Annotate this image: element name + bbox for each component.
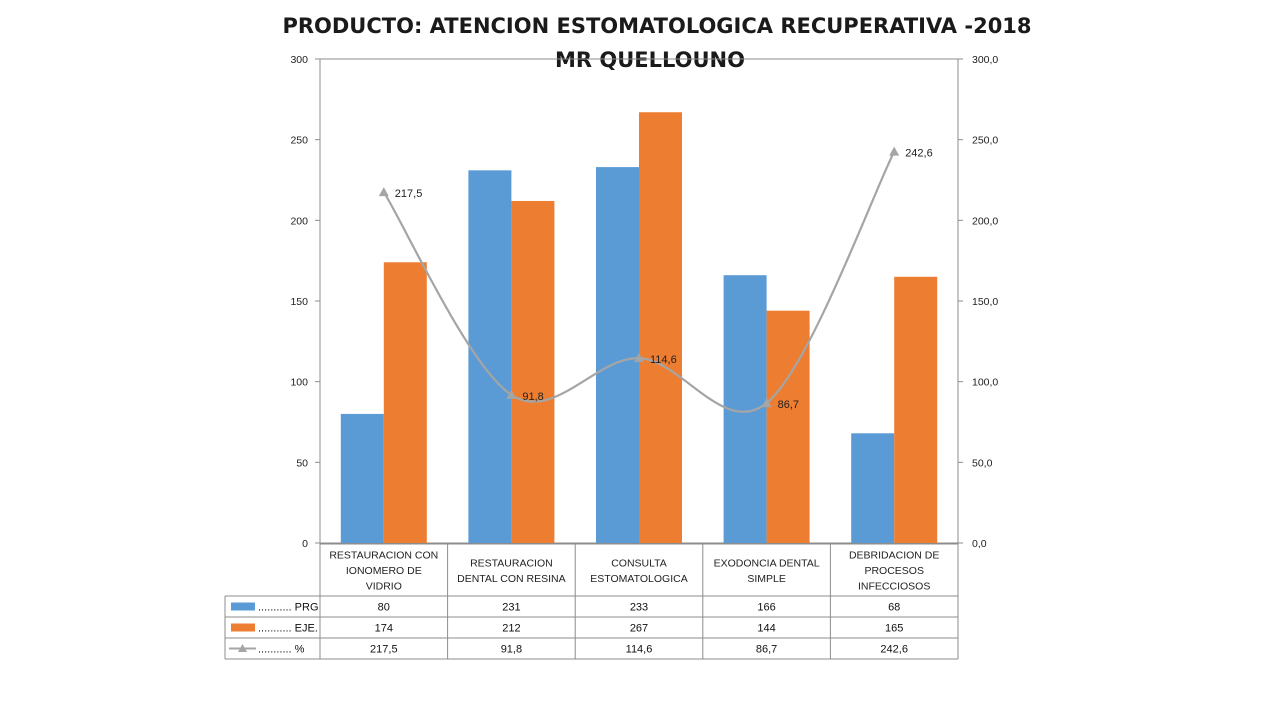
- table-cell: 242,6: [880, 644, 908, 656]
- percent-point-marker: [761, 398, 772, 408]
- category-label: INFECCIOSOS: [858, 581, 930, 593]
- right-axis-tick-label: 100,0: [972, 377, 998, 389]
- category-label: CONSULTA: [611, 557, 667, 569]
- table-cell: 233: [630, 602, 648, 614]
- percent-data-label: 86,7: [778, 399, 799, 411]
- category-label: DENTAL CON RESINA: [457, 573, 566, 585]
- left-axis-tick-label: 250: [290, 135, 308, 147]
- percent-data-label: 242,6: [905, 148, 933, 160]
- table-cell: 166: [757, 602, 775, 614]
- percent-point-marker: [889, 146, 900, 156]
- bar-prg: [468, 170, 512, 543]
- table-cell: 165: [885, 623, 903, 635]
- right-axis-tick-label: 150,0: [972, 296, 998, 308]
- right-axis-tick-label: 300,0: [972, 54, 998, 66]
- bar-eje: [383, 262, 427, 543]
- legend-key-eje: [231, 623, 255, 632]
- table-cell: 114,6: [626, 644, 653, 656]
- chart-title-line2: MR QUELLOUNO: [555, 48, 745, 72]
- table-cell: 217,5: [370, 644, 398, 656]
- left-axis-tick-label: 300: [290, 54, 308, 66]
- right-axis-tick-label: 0,0: [972, 538, 987, 550]
- right-axis-tick-label: 250,0: [972, 135, 998, 147]
- percent-point-marker: [634, 353, 644, 363]
- legend-label: ........... EJE.: [258, 623, 318, 635]
- legend-key-prg: [231, 602, 255, 611]
- category-label: ESTOMATOLOGICA: [590, 573, 687, 585]
- left-axis-tick-label: 0: [302, 538, 308, 550]
- legend-label: ........... %: [258, 644, 305, 656]
- category-label: RESTAURACION: [470, 557, 553, 569]
- legend-label: ........... PRG: [258, 602, 319, 614]
- table-cell: 68: [888, 602, 900, 614]
- right-axis-tick-label: 200,0: [972, 215, 998, 227]
- bar-prg: [340, 413, 384, 543]
- left-axis-tick-label: 50: [296, 457, 308, 469]
- table-cell: 144: [757, 623, 775, 635]
- category-label: EXODONCIA DENTAL: [714, 557, 820, 569]
- table-cell: 86,7: [756, 644, 777, 656]
- percent-data-label: 114,6: [650, 354, 677, 366]
- bar-eje: [639, 112, 682, 544]
- table-cell: 80: [378, 602, 390, 614]
- category-label: RESTAURACION CON: [329, 550, 438, 562]
- chart-title-line1: PRODUCTO: ATENCION ESTOMATOLOGICA RECUPE…: [282, 14, 1031, 38]
- percent-data-label: 217,5: [395, 188, 423, 200]
- left-axis-tick-label: 150: [290, 296, 308, 308]
- bar-eje: [511, 200, 555, 543]
- bar-eje: [894, 276, 938, 543]
- bar-prg: [851, 433, 895, 543]
- category-label: IONOMERO DE: [346, 565, 422, 577]
- legend-key-percent-marker: [238, 644, 247, 652]
- bar-prg: [596, 167, 639, 544]
- table-cell: 231: [502, 602, 520, 614]
- category-label: SIMPLE: [747, 573, 786, 585]
- left-axis-tick-label: 100: [290, 377, 308, 389]
- table-cell: 212: [502, 623, 520, 635]
- category-label: PROCESOS: [864, 565, 924, 577]
- table-cell: 267: [630, 623, 648, 635]
- left-axis-tick-label: 200: [290, 215, 308, 227]
- category-label: VIDRIO: [366, 581, 402, 593]
- percent-point-marker: [506, 389, 517, 399]
- category-label: DEBRIDACION DE: [849, 550, 939, 562]
- percent-point-marker: [378, 187, 389, 197]
- bar-eje: [766, 310, 810, 543]
- percent-data-label: 91,8: [522, 391, 543, 403]
- right-axis-tick-label: 50,0: [972, 457, 993, 469]
- table-cell: 174: [375, 623, 393, 635]
- table-cell: 91,8: [501, 644, 522, 656]
